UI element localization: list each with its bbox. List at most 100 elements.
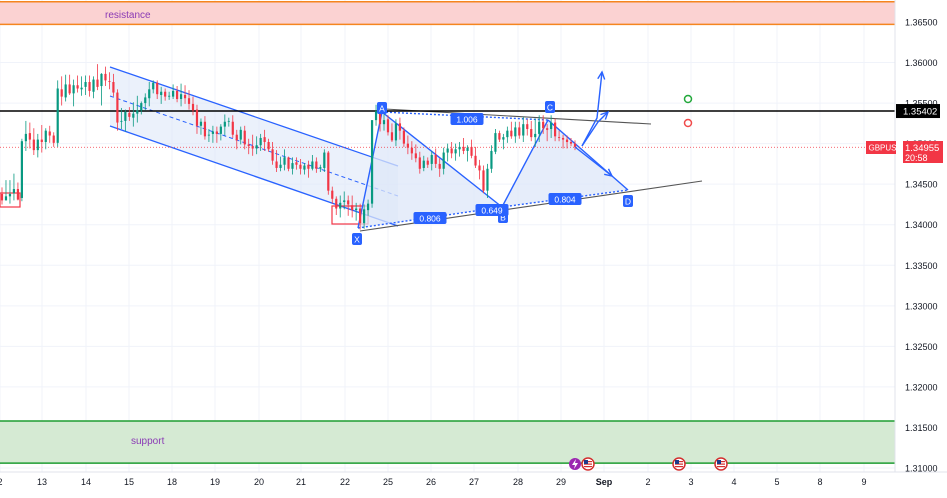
price-tick-label: 1.35500 — [905, 99, 938, 109]
pattern-point-a[interactable]: A — [377, 102, 387, 114]
us-flag-icon[interactable] — [581, 457, 595, 471]
candle-body — [327, 152, 330, 191]
price-tick-label: 1.34000 — [905, 220, 938, 230]
bcd-triangle — [502, 120, 628, 207]
candle-body — [410, 147, 413, 154]
candle-body — [259, 137, 262, 146]
time-tick-label: 2 — [0, 477, 3, 487]
candle-body — [172, 90, 175, 97]
candle-body — [80, 87, 83, 90]
candle-body — [60, 89, 63, 97]
cd-leg[interactable] — [547, 119, 629, 191]
ratio-label-text: 0.806 — [419, 214, 441, 224]
candle-body — [52, 135, 55, 143]
green-circle-icon[interactable] — [683, 94, 693, 104]
pattern-point-box — [623, 195, 633, 207]
bc-leg[interactable] — [501, 119, 549, 208]
candle-body — [16, 189, 20, 200]
pattern-point-c[interactable]: C — [545, 101, 555, 113]
candle-body — [136, 110, 139, 114]
price-tick-label: 1.31000 — [905, 464, 938, 474]
ab-leg[interactable] — [381, 111, 503, 208]
candle-body — [331, 190, 334, 199]
candle-body — [283, 157, 286, 165]
time-axis[interactable]: 2 13 14 15 18 19 20 21 22 25 26 27 28 29 Sep 2 3 4 5 8 9 — [0, 471, 947, 498]
candle-body — [339, 202, 342, 209]
time-tick-label: 29 — [556, 477, 566, 487]
down-projection-arrow-head — [604, 168, 614, 177]
candle-body — [144, 97, 147, 104]
event-markers[interactable] — [569, 457, 728, 471]
xa-leg[interactable] — [357, 111, 383, 229]
pattern-point-label: B — [500, 213, 506, 223]
time-tick-label: 28 — [513, 477, 523, 487]
level-price-tag[interactable]: 1.35402 — [896, 104, 940, 119]
candle-body — [44, 130, 47, 143]
candle-body — [223, 121, 226, 127]
bd-ratio-line[interactable] — [501, 189, 629, 208]
candle-body — [24, 133, 27, 142]
price-tick-label: 1.32500 — [905, 342, 938, 352]
xabcd-pattern[interactable] — [357, 108, 703, 232]
candle-body — [498, 133, 501, 140]
ratio-label-box — [450, 113, 484, 125]
candle-body — [128, 112, 131, 117]
candle-body — [414, 153, 417, 159]
candle-body — [394, 123, 398, 141]
red-circle-icon[interactable] — [683, 118, 693, 128]
candle-body — [550, 122, 553, 130]
candle-body — [187, 98, 191, 104]
mid-projection-arrow[interactable] — [581, 111, 609, 147]
candle-body — [88, 82, 91, 91]
candle-body — [32, 139, 35, 151]
candle-body — [279, 164, 282, 168]
price-axis[interactable]: 1.365001.360001.355001.350001.345001.340… — [894, 0, 947, 474]
descending-channel[interactable] — [0, 66, 399, 227]
time-tick-label: 2 — [645, 477, 650, 487]
candle-body — [422, 160, 425, 168]
candle-body — [466, 147, 469, 151]
projection-arrows[interactable] — [574, 70, 614, 177]
flash-icon[interactable] — [569, 458, 581, 470]
pattern-point-box — [377, 102, 387, 114]
us-flag-icon[interactable] — [714, 457, 728, 471]
time-tick-label: 21 — [296, 477, 306, 487]
candle-body — [307, 164, 310, 169]
candle-body — [506, 130, 509, 138]
candle-body — [546, 128, 549, 130]
price-tick-label: 1.33500 — [905, 261, 938, 271]
upper-projection-arrow[interactable] — [581, 71, 603, 147]
candle-body — [124, 112, 127, 121]
candle-body — [295, 162, 298, 165]
candle-body — [255, 145, 258, 149]
candle-body — [140, 103, 143, 111]
support-zone[interactable] — [0, 420, 895, 464]
candle-body — [231, 121, 234, 135]
candle-body — [0, 193, 4, 201]
us-flag-icon[interactable] — [672, 457, 686, 471]
candle-body — [526, 124, 529, 130]
candle-body — [335, 198, 338, 209]
candle-body — [20, 141, 23, 198]
mid-projection-arrow-head — [600, 110, 610, 120]
candle-body — [239, 129, 242, 140]
candle-body — [96, 79, 99, 87]
price-tick-label: 1.31500 — [905, 423, 938, 433]
candle-body — [168, 95, 171, 97]
candle-body — [486, 168, 489, 191]
candle-body — [275, 161, 278, 168]
pattern-point-d[interactable]: D — [623, 195, 633, 207]
candle-body — [382, 120, 386, 125]
down-projection-arrow[interactable] — [574, 146, 613, 177]
time-tick-label: 26 — [426, 477, 436, 487]
candle-body — [175, 90, 179, 100]
last-price-tag[interactable]: GBPUSD 1.34955 20:58 — [866, 141, 943, 163]
symbol-tag-text: GBPUSD — [869, 144, 903, 153]
pattern-point-x[interactable]: X — [352, 233, 362, 245]
resistance-zone[interactable] — [0, 1, 895, 25]
channel-lower-line[interactable] — [109, 125, 399, 227]
time-tick-label: Sep — [596, 477, 613, 487]
candle-body — [148, 89, 151, 99]
candle-body — [215, 131, 218, 134]
